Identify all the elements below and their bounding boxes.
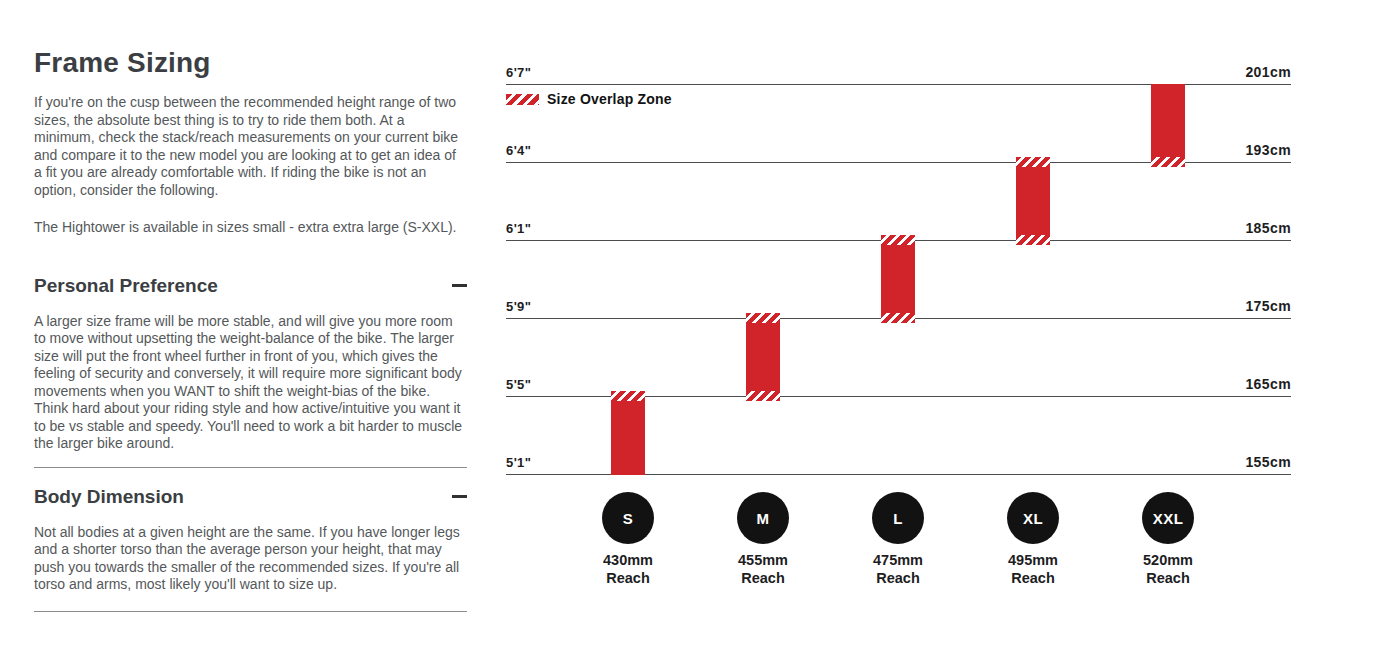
cm-tick-label: 175cm (1181, 298, 1291, 314)
chart-legend: Size Overlap Zone (506, 91, 672, 107)
reach-value: 475mm (838, 552, 958, 570)
reach-value: 495mm (973, 552, 1093, 570)
overlap-hatch-swatch-icon (506, 94, 539, 105)
reach-word: Reach (703, 570, 823, 588)
size-range-bar (611, 391, 645, 475)
overlap-zone-hatch-top (1016, 157, 1050, 167)
size-circle-badge: L (872, 492, 924, 544)
size-range-bar (1151, 84, 1185, 167)
overlap-zone-hatch-top (746, 313, 780, 323)
reach-label: 520mmReach (1108, 552, 1228, 587)
overlap-zone-hatch-top (881, 235, 915, 245)
height-tick-label: 6'1" (506, 221, 531, 236)
sizing-chart: Size Overlap Zone 6'7" 201cm 6'4" 193cm 6'1"… (0, 0, 1374, 648)
height-tick-label: 5'1" (506, 455, 531, 470)
reach-label: 495mmReach (973, 552, 1093, 587)
cm-tick-label: 193cm (1181, 142, 1291, 158)
size-circle-badge: XXL (1142, 492, 1194, 544)
reach-word: Reach (568, 570, 688, 588)
reach-value: 455mm (703, 552, 823, 570)
cm-tick-label: 185cm (1181, 220, 1291, 236)
cm-tick-label: 155cm (1181, 454, 1291, 470)
size-range-bar (746, 313, 780, 401)
reach-value: 430mm (568, 552, 688, 570)
overlap-zone-hatch-top (611, 391, 645, 401)
overlap-zone-hatch-bottom (1016, 235, 1050, 245)
size-circle-badge: S (602, 492, 654, 544)
overlap-zone-hatch-bottom (881, 313, 915, 323)
height-tick-label: 6'4" (506, 143, 531, 158)
reach-word: Reach (973, 570, 1093, 588)
size-circle-badge: M (737, 492, 789, 544)
overlap-zone-hatch-bottom (746, 391, 780, 401)
reach-word: Reach (838, 570, 958, 588)
height-tick-label: 6'7" (506, 65, 531, 80)
reach-label: 475mmReach (838, 552, 958, 587)
size-circle-badge: XL (1007, 492, 1059, 544)
size-range-bar (881, 235, 915, 323)
reach-label: 430mmReach (568, 552, 688, 587)
cm-tick-label: 165cm (1181, 376, 1291, 392)
legend-label: Size Overlap Zone (547, 91, 672, 107)
height-tick-label: 5'5" (506, 377, 531, 392)
overlap-zone-hatch-bottom (1151, 157, 1185, 167)
reach-word: Reach (1108, 570, 1228, 588)
reach-label: 455mmReach (703, 552, 823, 587)
height-tick-label: 5'9" (506, 299, 531, 314)
reach-value: 520mm (1108, 552, 1228, 570)
cm-tick-label: 201cm (1181, 64, 1291, 80)
size-range-bar (1016, 157, 1050, 245)
